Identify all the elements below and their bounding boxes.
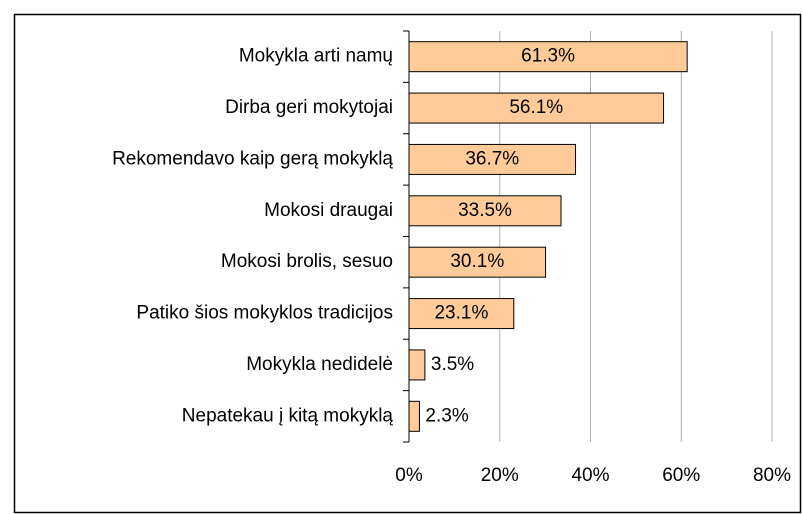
value-label: 30.1% xyxy=(450,251,504,272)
bar xyxy=(408,246,547,278)
bar xyxy=(408,92,665,124)
value-label: 61.3% xyxy=(521,46,575,67)
x-tick-label: 20% xyxy=(481,465,519,486)
x-tick-label: 40% xyxy=(571,465,609,486)
y-tick-label: Patiko šios mokyklos tradicijos xyxy=(136,303,393,324)
value-label: 23.1% xyxy=(434,303,488,324)
x-tick-label: 80% xyxy=(753,465,791,486)
y-tick-label: Mokykla arti namų xyxy=(239,46,393,67)
value-label: 36.7% xyxy=(465,148,519,169)
x-tick-label: 0% xyxy=(395,465,423,486)
bar xyxy=(408,143,577,175)
bar xyxy=(408,349,426,381)
y-tick-label: Dirba geri mokytojai xyxy=(225,97,393,118)
bar xyxy=(408,400,420,432)
y-tick-label: Rekomendavo kaip gerą mokyklą xyxy=(112,148,393,169)
y-tick-label: Mokykla nedidelė xyxy=(246,354,393,375)
value-label: 3.5% xyxy=(431,354,474,375)
value-label: 2.3% xyxy=(425,405,468,426)
y-tick-label: Mokosi draugai xyxy=(264,200,393,221)
value-label: 56.1% xyxy=(509,97,563,118)
x-tick-label: 60% xyxy=(662,465,700,486)
bar xyxy=(408,195,562,227)
y-tick-label: Mokosi brolis, sesuo xyxy=(221,251,393,272)
value-label: 33.5% xyxy=(458,200,512,221)
y-tick-label: Nepatekau į kitą mokyklą xyxy=(182,405,394,426)
chart-border xyxy=(13,13,802,514)
bar xyxy=(408,298,515,330)
bar xyxy=(408,41,688,73)
